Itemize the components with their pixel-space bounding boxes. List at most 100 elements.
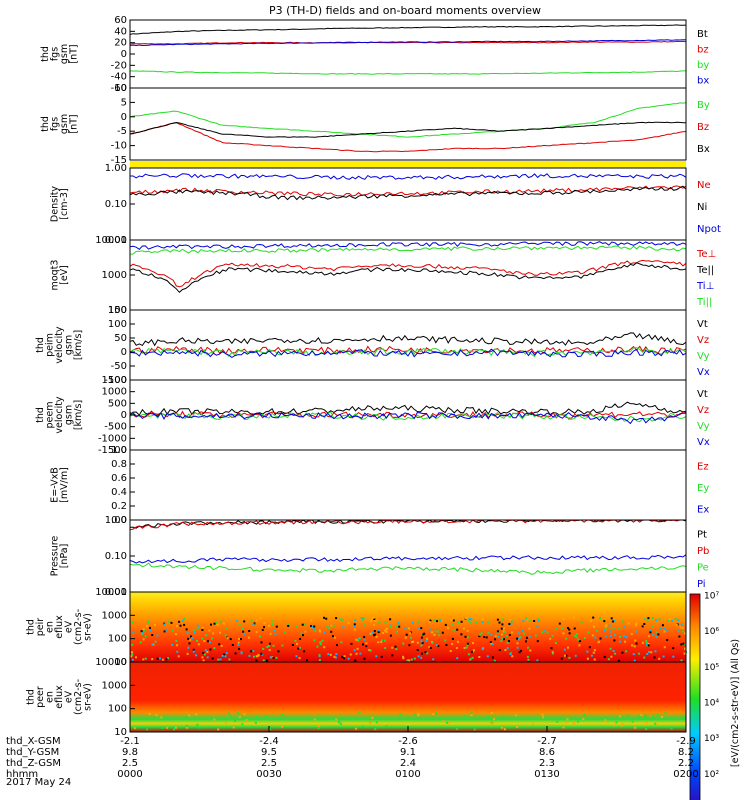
spectrogram-pixel [684, 632, 686, 635]
spectrogram-pixel [391, 654, 394, 657]
spectrogram-pixel [318, 655, 321, 658]
spectrogram-pixel [140, 630, 143, 633]
spectrogram-pixel [313, 639, 316, 642]
spectrogram-pixel [298, 657, 301, 659]
spectrogram-pixel [190, 635, 192, 638]
spectrogram-pixel [340, 641, 343, 644]
y-axis-label-line: sr-eV) [83, 613, 94, 641]
spectrogram-pixel [574, 634, 577, 637]
spectrogram-pixel [562, 632, 565, 635]
spectrogram-pixel [466, 636, 469, 639]
y-axis-label-line: fgs [49, 47, 60, 61]
spectrogram-pixel [520, 649, 522, 652]
y-axis-label-line: thd [40, 46, 51, 62]
spectrogram-pixel [302, 634, 304, 637]
legend-bz: Bz [697, 122, 709, 133]
spectrogram-pixel [662, 655, 665, 658]
spectrogram-pixel [466, 616, 468, 619]
spectrogram-pixel [501, 623, 504, 626]
spectrogram-pixel [490, 642, 493, 645]
spectrogram-pixel [380, 655, 383, 658]
series-line-ti [129, 241, 687, 250]
spectrogram-pixel [162, 658, 165, 661]
spectrogram-pixel [196, 624, 199, 627]
spectrogram-pixel [588, 646, 591, 649]
y-axis-label-line: thd [40, 116, 51, 132]
spectrogram-pixel [610, 655, 613, 658]
spectrogram-pixel [502, 715, 505, 718]
spectrogram-pixel [250, 650, 253, 653]
spectrogram-pixel [411, 641, 413, 643]
spectrogram-pixel [373, 623, 375, 626]
colorbar-ticks: 10¹10²10³10⁴10⁵10⁶10⁷ [704, 592, 719, 780]
spectrogram-pixel [562, 726, 565, 729]
spectrogram-pixel [649, 629, 652, 632]
spectrogram-pixel [408, 659, 411, 662]
legend-bx: Bx [697, 144, 710, 155]
y-tick-label: 0.10 [105, 199, 127, 210]
series-line-vy [129, 347, 687, 358]
spectrogram-pixel [377, 631, 380, 634]
spectrogram-pixel [158, 657, 161, 660]
spectrogram-pixel [603, 655, 606, 658]
series-line-te [129, 259, 687, 288]
spectrogram-pixel [402, 655, 405, 658]
spectrogram-pixel [549, 637, 552, 640]
spectrogram-pixel [358, 637, 361, 639]
spectrogram-pixel [435, 644, 438, 647]
spectrogram-pixel [612, 650, 615, 652]
spectrogram-pixel [413, 657, 416, 660]
spectrogram-pixel [428, 646, 431, 649]
spectrogram-pixel [609, 647, 612, 650]
spectrogram-pixel [528, 619, 531, 622]
spectrogram-pixel [319, 630, 321, 633]
spectrogram-pixel [498, 649, 501, 651]
y-axis-label-line: gsm [59, 114, 70, 134]
spectrogram-pixel [262, 647, 265, 650]
spectrogram-pixel [238, 716, 241, 719]
spectrogram-pixel [378, 723, 381, 726]
spectrogram-pixel [619, 715, 622, 718]
y-axis-label: E=-VxB[mV/m] [49, 467, 70, 503]
spectrogram-pixel [614, 634, 617, 637]
y-axis-label-line: E=-VxB [49, 467, 60, 502]
legend-bt: Bt [697, 29, 708, 40]
y-axis-label-line: gsm [59, 44, 70, 64]
spectrogram-pixel [490, 711, 493, 714]
spectrogram-pixel [185, 628, 188, 631]
spectrogram-pixel [318, 654, 321, 657]
spectrogram-pixel [304, 623, 307, 625]
spectrogram-pixel [528, 627, 531, 630]
spectrogram-pixel [663, 630, 666, 633]
spectrogram-pixel [565, 721, 568, 724]
spectrogram-pixel [551, 651, 554, 654]
spectrogram-pixel [417, 655, 420, 658]
spectrogram-pixel [234, 652, 237, 655]
y-axis-label-line: eflux [54, 615, 65, 639]
spectrogram-pixel [525, 636, 528, 639]
spectrogram-pixel [303, 650, 306, 653]
spectrogram-pixel [238, 712, 241, 715]
spectrogram-pixel [295, 655, 298, 658]
spectrogram-pixel [633, 645, 636, 648]
y-tick-label: 0.01 [105, 235, 127, 246]
spectrogram-pixel [683, 716, 686, 718]
y-axis-label-line: peim [45, 333, 56, 357]
spectrogram-pixel [310, 619, 313, 622]
y-tick-label: 1000 [102, 387, 127, 398]
y-tick-label: 10000 [95, 657, 127, 668]
spectrogram-pixel [404, 627, 407, 630]
spectrogram-pixel [299, 637, 302, 640]
spectrogram-pixel [300, 632, 303, 635]
panels: Btbzbybx6040200-20-40-60thdfgsgsm[nT]ByB… [26, 15, 721, 738]
spectrogram-pixel [550, 647, 553, 650]
spectrogram-pixel [527, 658, 530, 661]
time-row-value: -2.7 [537, 736, 557, 747]
spectrogram-pixel [420, 656, 423, 659]
spectrogram-pixel [525, 640, 527, 643]
spectrogram-pixel [196, 640, 198, 642]
spectrogram-pixel [156, 657, 159, 660]
spectrogram-pixel [649, 631, 652, 634]
spectrogram-pixel [252, 623, 255, 626]
